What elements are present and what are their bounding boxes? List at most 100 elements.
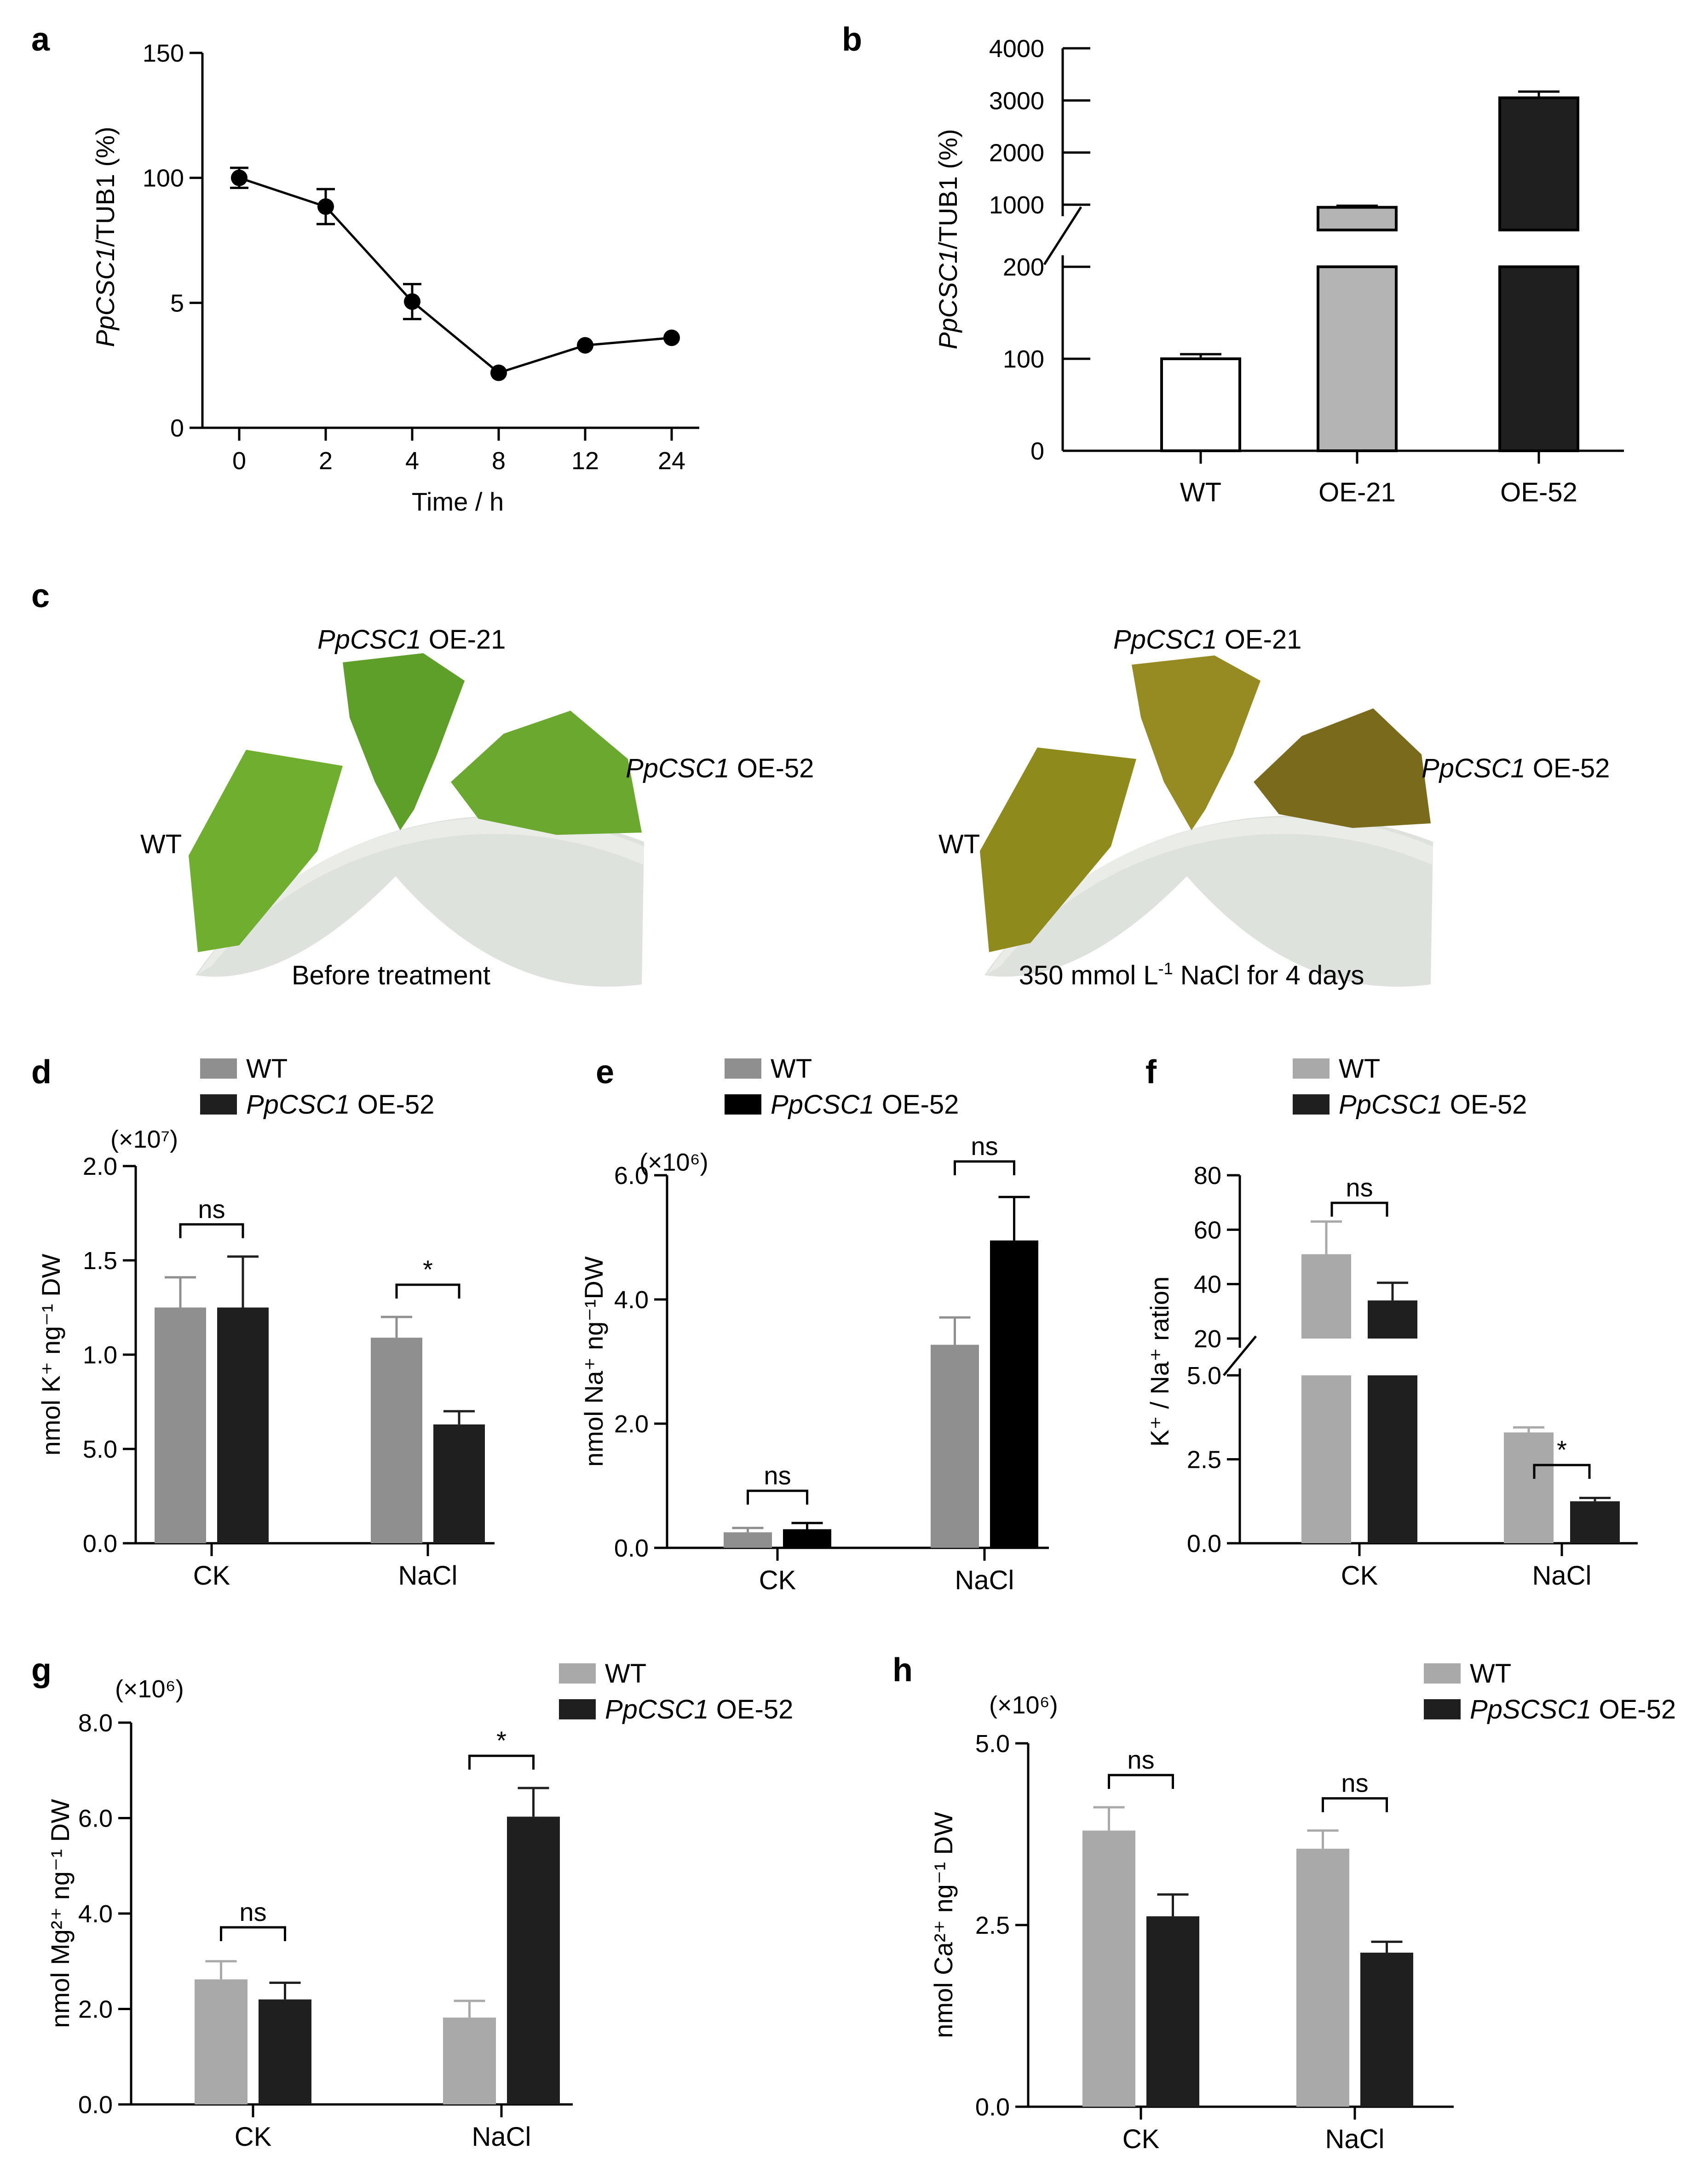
d-legend-oe-swatch <box>200 1094 237 1115</box>
f-sig-0-label: ns <box>1346 1173 1373 1202</box>
d-legend-oe-text-rest: OE-52 <box>350 1090 435 1120</box>
d-legend-wt-text: WT <box>246 1054 288 1084</box>
e-legend-oe-text-rest: OE-52 <box>875 1090 959 1120</box>
h-legend-wt-text: WT <box>1470 1659 1511 1689</box>
panel-b-ylabel: PpCSC1/TUB1 (%) <box>933 129 962 349</box>
e-legend-oe-text-italic: PpCSC1 <box>771 1090 875 1120</box>
b-bar-2-upper <box>1498 96 1579 232</box>
f-bar-1-1 <box>1570 1501 1620 1543</box>
f-ytick-up-label-0: 20 <box>1194 1325 1221 1353</box>
a-xtick-label-0: 0 <box>232 447 246 475</box>
d-legend-oe-text-italic: PpCSC1 <box>246 1090 350 1120</box>
panel-h-axes: 0.0 2.5 5.0 CK ns NaCl ns WT PpSCSC1 OE-52 (×10⁶)… <box>929 1659 1676 2154</box>
plate-left-oe52-label: PpCSC1 OE-52 <box>626 753 814 783</box>
a-xtick-label-2: 4 <box>405 447 419 475</box>
a-point-2 <box>404 293 420 310</box>
h-legend-wt-swatch <box>1424 1663 1461 1684</box>
e-xtick-label-1: NaCl <box>955 1565 1014 1595</box>
panel-d-axes: 0.0 5.0 1.0 1.5 2.0 CK ns NaCl * WT PpCSC1 OE-52 (×… <box>36 1054 495 1591</box>
moss-right-oe21-patch <box>1132 655 1261 830</box>
g-sig-0-bracket <box>220 1926 286 1941</box>
h-bar-1-1 <box>1360 1953 1413 2107</box>
e-sig-0-bracket <box>747 1489 808 1505</box>
e-ytick-label-3: 6.0 <box>614 1162 649 1190</box>
d-legend-oe-text: PpCSC1 OE-52 <box>246 1090 434 1120</box>
g-bar-0-1 <box>443 2017 496 2104</box>
h-legend-oe-text-rest: OE-52 <box>1591 1695 1676 1724</box>
b-xtick-label-0: WT <box>1180 477 1221 507</box>
panel-a-xlabel: Time / h <box>412 487 504 516</box>
plate-right-disc <box>987 817 1433 974</box>
f-ytick-up-label-3: 80 <box>1194 1162 1221 1190</box>
h-sig-0-bracket <box>1108 1774 1174 1789</box>
plate-left-oe21-label: PpCSC1 OE-21 <box>317 625 506 655</box>
f-bar-0-0-upper <box>1301 1254 1351 1339</box>
g-legend-wt-text: WT <box>605 1659 646 1689</box>
h-bar-0-1 <box>1296 1849 1349 2107</box>
d-ytick-label-2: 1.0 <box>83 1341 117 1369</box>
h-xtick-label-0: CK <box>1122 2124 1160 2154</box>
a-ytick-label-0: 0 <box>170 414 184 442</box>
a-point-1 <box>317 198 334 215</box>
b-bar-2-lower <box>1498 265 1579 452</box>
g-ytick-label-4: 8.0 <box>78 1709 113 1737</box>
f-legend-wt-text: WT <box>1339 1054 1380 1084</box>
b-ytick-low-label-2: 200 <box>1003 253 1044 281</box>
plate-right-background <box>984 816 1433 987</box>
f-legend-oe-swatch <box>1293 1094 1330 1115</box>
g-legend-oe-swatch <box>559 1699 596 1719</box>
f-ylabel: K⁺ / Na⁺ ration <box>1145 1276 1174 1447</box>
a-point-5 <box>663 329 680 346</box>
f-xtick-label-1: NaCl <box>1532 1561 1592 1591</box>
plate-left-caption: Before treatment <box>292 960 490 990</box>
b-bar-1-lower <box>1317 265 1398 452</box>
a-point-4 <box>577 337 593 354</box>
d-sig-1-bracket <box>395 1283 460 1299</box>
d-sig-0-bracket <box>179 1223 244 1238</box>
panel-c: c PpCSC1 OE-21 PpCSC1 OE-52 WT Before tr… <box>31 578 1610 990</box>
g-legend-wt-swatch <box>559 1663 596 1684</box>
e-legend-wt-text: WT <box>771 1054 812 1084</box>
g-legend-oe-text: PpCSC1 OE-52 <box>605 1695 793 1724</box>
b-ytick-low-label-1: 100 <box>1003 345 1044 373</box>
b-ytick-up-label-3: 4000 <box>989 35 1044 63</box>
h-legend-oe-text-italic: PpSCSC1 <box>1470 1695 1591 1724</box>
b-ytick-up-label-2: 3000 <box>989 87 1044 115</box>
a-xtick-label-5: 24 <box>658 447 685 475</box>
g-xtick-label-0: CK <box>235 2122 272 2152</box>
h-ytick-label-1: 2.5 <box>975 1912 1010 1939</box>
a-ytick-label-2: 100 <box>143 165 184 192</box>
f-sig-1-label: * <box>1557 1435 1567 1464</box>
panel-g: g 0.0 2.0 4.0 6.0 8.0 CK ns NaCl * WT PpCSC1 OE-52… <box>31 1652 793 2152</box>
d-bar-0-1 <box>371 1338 422 1543</box>
g-ytick-label-2: 4.0 <box>78 1900 113 1928</box>
a-xtick-label-3: 8 <box>492 447 506 475</box>
a-xtick-label-1: 2 <box>319 447 333 475</box>
panel-h: h 0.0 2.5 5.0 CK ns NaCl ns WT PpSCSC1 OE-52 (×10… <box>892 1652 1676 2154</box>
moss-right-oe52-patch <box>1254 708 1431 828</box>
d-sig-1-label: * <box>423 1255 433 1284</box>
e-sig-1-label: ns <box>971 1132 998 1161</box>
h-sig-0-label: ns <box>1127 1745 1154 1774</box>
panel-c-label: c <box>31 578 50 615</box>
d-ylabel: nmol K⁺ ng⁻¹ DW <box>36 1253 65 1455</box>
g-xtick-label-1: NaCl <box>472 2122 531 2152</box>
panel-b-label: b <box>842 21 862 58</box>
h-bar-0-0 <box>1082 1830 1135 2107</box>
b-bar-0 <box>1160 357 1241 452</box>
d-ytick-label-3: 1.5 <box>83 1247 117 1275</box>
panel-e: e 0.0 2.0 4.0 6.0 CK ns NaCl ns WT PpCSC1 OE-52 (×… <box>579 1054 1049 1595</box>
d-legend-wt-swatch <box>200 1058 237 1079</box>
f-ytick-low-label-2: 5.0 <box>1187 1362 1221 1390</box>
panel-d-label: d <box>31 1054 52 1091</box>
moss-right-wt-patch <box>980 747 1136 952</box>
plate-after-nacl: PpCSC1 OE-21 PpCSC1 OE-52 WT 350 mmol L-… <box>938 625 1610 990</box>
f-legend-oe-text-italic: PpCSC1 <box>1339 1090 1443 1120</box>
f-bar-1-0-lower <box>1368 1375 1417 1543</box>
panel-e-label: e <box>596 1054 614 1091</box>
f-legend-oe-text: PpCSC1 OE-52 <box>1339 1090 1527 1120</box>
h-multiplier: (×10⁶) <box>989 1691 1058 1719</box>
d-sig-0-label: ns <box>198 1195 225 1224</box>
e-bar-1-1 <box>990 1240 1038 1548</box>
